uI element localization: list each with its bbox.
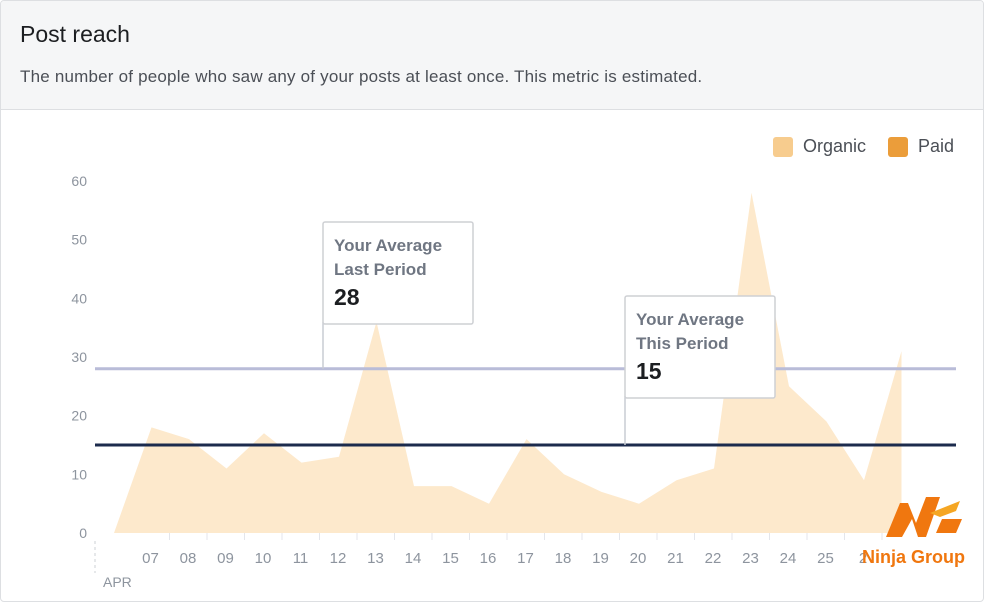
- x-month-label: APR: [103, 574, 132, 590]
- legend-item-paid[interactable]: Paid: [888, 136, 954, 157]
- x-tick-label: 19: [592, 550, 609, 567]
- y-tick-label: 40: [71, 290, 87, 306]
- callout-line2: Last Period: [334, 260, 427, 279]
- callout-line1: Your Average: [636, 310, 744, 329]
- callout-value: 15: [636, 358, 662, 384]
- x-tick-label: 09: [217, 550, 234, 567]
- x-tick-label: 20: [630, 550, 647, 567]
- y-tick-label: 30: [71, 349, 87, 365]
- callout-line1: Your Average: [334, 236, 442, 255]
- y-tick-label: 20: [71, 408, 87, 424]
- x-tick-label: 14: [405, 550, 422, 567]
- card-subtitle: The number of people who saw any of your…: [20, 67, 703, 86]
- callout-last-period: Your Average Last Period 28: [322, 221, 474, 369]
- page-title: Post reach: [20, 21, 130, 47]
- x-tick-label: 23: [742, 550, 759, 567]
- x-tick-label: 15: [442, 550, 459, 567]
- ninja-group-logo: Ninja Group: [856, 489, 976, 579]
- x-tick-label: 13: [367, 550, 384, 567]
- x-tick-label: 16: [480, 550, 497, 567]
- callout-line2: This Period: [636, 334, 729, 353]
- watermark-text: Ninja Group: [862, 547, 965, 567]
- callout-this-period: Your Average This Period 15: [624, 295, 776, 445]
- x-tick-label: 18: [555, 550, 572, 567]
- card-header: Post reach The number of people who saw …: [1, 1, 983, 110]
- legend-swatch-paid: [888, 136, 908, 157]
- x-tick-label: 22: [705, 550, 722, 567]
- y-tick-label: 10: [71, 466, 87, 482]
- x-tick-label: 12: [330, 550, 347, 567]
- ninja-group-logo-mark: [886, 497, 962, 537]
- callout-box: [624, 295, 776, 399]
- y-tick-label: 0: [79, 525, 87, 541]
- x-tick-label: 10: [255, 550, 272, 567]
- x-tick-label: 17: [517, 550, 534, 567]
- x-tick-label: 21: [667, 550, 684, 567]
- x-tick-label: 07: [142, 550, 159, 567]
- legend-item-organic[interactable]: Organic: [773, 136, 866, 157]
- callout-value: 28: [334, 284, 360, 310]
- y-tick-label: 50: [71, 232, 87, 248]
- x-tick-label: 08: [180, 550, 197, 567]
- y-tick-label: 60: [71, 173, 87, 189]
- x-tick-label: 24: [780, 550, 797, 567]
- x-tick-label: 2: [859, 550, 867, 567]
- legend-label-organic: Organic: [803, 136, 867, 156]
- organic-area: [114, 192, 902, 533]
- x-tick-label: 25: [817, 550, 834, 567]
- legend-swatch-organic: [773, 136, 793, 157]
- legend-label-paid: Paid: [918, 136, 955, 156]
- x-tick-label: 11: [293, 550, 309, 567]
- callout-box: [322, 221, 474, 325]
